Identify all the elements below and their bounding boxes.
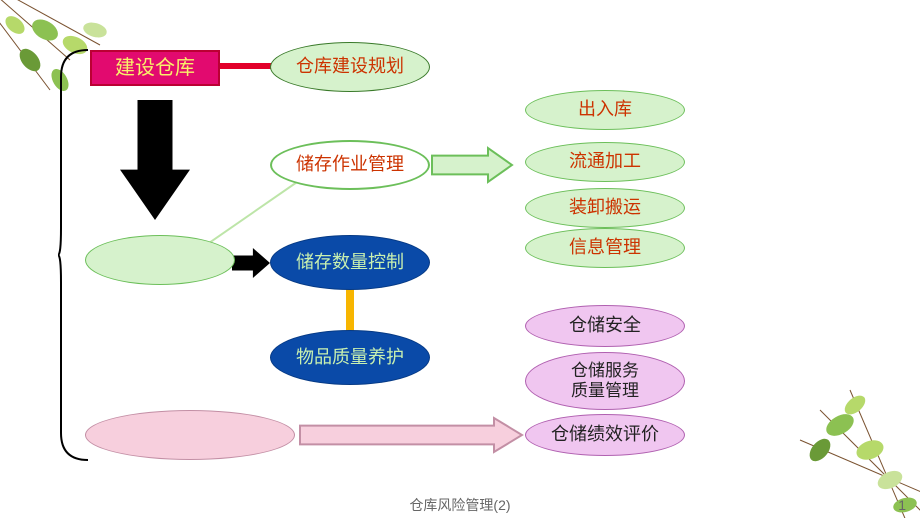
n_empty_left xyxy=(85,235,235,285)
c_yellow_bar xyxy=(346,288,354,332)
c_big_arrow xyxy=(120,100,190,220)
n_handle: 装卸搬运 xyxy=(525,188,685,228)
c_green_arrow xyxy=(430,146,514,184)
n_build_box: 建设仓库 xyxy=(90,50,220,86)
footer-text: 仓库风险管理(2) xyxy=(409,497,510,514)
n_info: 信息管理 xyxy=(525,228,685,268)
n_service: 仓储服务 质量管理 xyxy=(525,352,685,410)
leaves-bottom-right-icon xyxy=(740,370,920,518)
n_store_op: 储存作业管理 xyxy=(270,140,430,190)
n_safety: 仓储安全 xyxy=(525,305,685,347)
c_pink_arrow xyxy=(298,416,524,454)
c_brace xyxy=(56,48,90,462)
footer-caption: 仓库风险管理(2) xyxy=(0,497,920,514)
n_perf: 仓储绩效评价 xyxy=(525,414,685,456)
n_qty_ctrl: 储存数量控制 xyxy=(270,235,430,290)
page-number: 1 xyxy=(898,497,906,514)
n_inout: 出入库 xyxy=(525,90,685,130)
n_quality: 物品质量养护 xyxy=(270,330,430,385)
n_process: 流通加工 xyxy=(525,142,685,182)
n_plan: 仓库建设规划 xyxy=(270,42,430,92)
n_empty_bottom xyxy=(85,410,295,460)
page-number-text: 1 xyxy=(898,497,906,514)
diagram-stage: 建设仓库 仓库建设规划储存作业管理储存数量控制物品质量养护 出入库流通加工装卸搬运信… xyxy=(0,0,920,518)
c_red_line xyxy=(218,63,272,69)
c_small_arrow xyxy=(232,248,270,278)
